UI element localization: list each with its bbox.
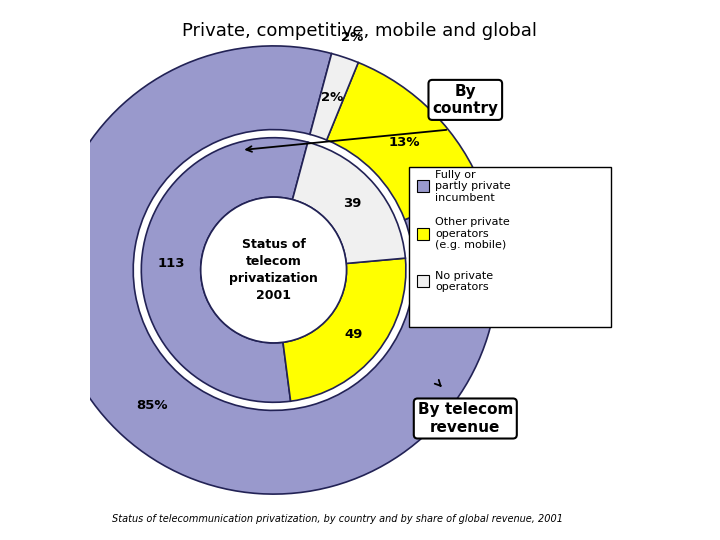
Text: 49: 49 xyxy=(344,328,363,341)
Text: Private, competitive, mobile and global: Private, competitive, mobile and global xyxy=(182,22,538,39)
FancyBboxPatch shape xyxy=(417,228,428,240)
Wedge shape xyxy=(283,258,406,401)
Wedge shape xyxy=(50,46,498,494)
FancyBboxPatch shape xyxy=(417,275,428,287)
Wedge shape xyxy=(141,138,308,402)
Text: 13%: 13% xyxy=(388,136,420,149)
Text: No private
operators: No private operators xyxy=(435,271,493,292)
Wedge shape xyxy=(310,53,359,140)
Text: 113: 113 xyxy=(158,256,185,269)
Text: Status of
telecom
privatization
2001: Status of telecom privatization 2001 xyxy=(229,238,318,302)
Text: 85%: 85% xyxy=(136,399,168,412)
Text: 2%: 2% xyxy=(341,31,363,44)
FancyBboxPatch shape xyxy=(417,180,428,192)
Text: 13%: 13% xyxy=(433,92,465,105)
Wedge shape xyxy=(327,63,483,220)
FancyBboxPatch shape xyxy=(409,167,611,327)
Text: Status of telecommunication privatization, by country and by share of global rev: Status of telecommunication privatizatio… xyxy=(112,514,562,524)
Text: Fully or
partly private
incumbent: Fully or partly private incumbent xyxy=(435,170,510,203)
Circle shape xyxy=(201,197,346,343)
Text: 2%: 2% xyxy=(320,91,343,104)
Text: By telecom
revenue: By telecom revenue xyxy=(418,402,513,435)
Wedge shape xyxy=(292,142,405,264)
Text: By
country: By country xyxy=(432,84,498,116)
Text: Other private
operators
(e.g. mobile): Other private operators (e.g. mobile) xyxy=(435,217,510,251)
Text: 39: 39 xyxy=(343,198,361,211)
